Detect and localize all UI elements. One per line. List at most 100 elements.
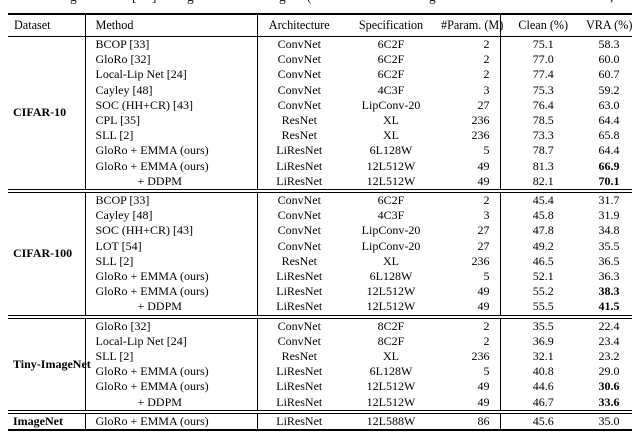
cell-params: 2	[441, 36, 501, 53]
cell-dataset: CIFAR-100	[8, 191, 86, 317]
cell-clean: 46.7	[532, 394, 554, 409]
cell-architecture: ConvNet	[277, 97, 321, 112]
cell-architecture: LiResNet	[276, 158, 323, 173]
cell-specification: LipConv-20	[361, 238, 421, 253]
cell-architecture: ResNet	[281, 253, 317, 268]
cell-method: GloRo + EMMA (ours)	[85, 143, 258, 159]
cell-specification: XL	[383, 128, 399, 143]
cell-vra: 66.9	[598, 158, 620, 173]
cell-clean: 44.6	[532, 379, 554, 394]
cell-vra: 29.0	[598, 364, 620, 379]
cell-method: BCOP [33]	[85, 191, 258, 209]
table-row: CPL [35] ResNet XL 236 78.5 64.4	[8, 113, 632, 129]
cell-clean: 32.1	[532, 349, 554, 364]
table-row: GloRo + EMMA (ours) LiResNet 12L512W 49 81.3…	[8, 158, 632, 174]
cell-clean: 49.2	[532, 238, 554, 253]
table-row: GloRo + EMMA (ours) LiResNet 12L512W 49 44.6…	[8, 379, 632, 395]
cell-clean: 77.4	[532, 67, 554, 82]
caption-fragment-0: g	[70, 0, 77, 4]
cell-architecture: ResNet	[281, 128, 317, 143]
table-row: CIFAR-10 BCOP [33] ConvNet 6C2F 2 75.1 58.3	[8, 36, 632, 192]
cell-architecture: ResNet	[281, 349, 317, 364]
table-row: Tiny-ImageNet GloRo [32] ConvNet 8C2F 2 35.5 2…	[8, 316, 632, 412]
table-row: SLL [2] ResNet XL 236 73.3 65.8	[8, 128, 632, 144]
cell-method: CPL [35]	[85, 113, 258, 129]
table-row: + DDPM LiResNet 12L512W 49 82.1 70.1	[8, 173, 632, 192]
cell-params: 49	[441, 299, 501, 317]
cell-clean: 78.7	[532, 143, 554, 158]
cell-method: + DDPM	[85, 299, 258, 317]
cell-vra: 35.5	[598, 238, 620, 253]
cell-method: SOC (HH+CR) [43]	[85, 223, 258, 239]
cell-method: Cayley [48]	[85, 82, 258, 98]
cell-vra: 58.3	[598, 37, 620, 51]
cell-params: 2	[441, 52, 501, 68]
cell-params: 5	[441, 269, 501, 285]
cell-architecture: ConvNet	[277, 37, 321, 51]
table-row: + DDPM LiResNet 12L512W 49 46.7 33.6	[8, 394, 632, 412]
cell-vra: 23.4	[598, 333, 620, 348]
cell-params: 27	[441, 97, 501, 114]
cell-specification: 6C2F	[377, 67, 405, 82]
cell-method: GloRo + EMMA (ours)	[85, 284, 258, 300]
cell-clean: 76.4	[532, 97, 554, 112]
cell-specification: 12L512W	[366, 379, 416, 394]
table-row: ImageNet GloRo + EMMA (ours) LiResNet 12L58…	[8, 411, 632, 431]
cell-method: LOT [54]	[85, 238, 258, 254]
cell-params: 2	[441, 191, 501, 209]
cell-architecture: ConvNet	[277, 52, 321, 67]
cell-clean: 55.2	[532, 284, 554, 299]
cell-params: 5	[441, 143, 501, 159]
cell-clean: 36.9	[532, 333, 554, 348]
cell-specification: 6L128W	[369, 364, 413, 379]
cell-specification: XL	[383, 253, 399, 268]
cell-architecture: LiResNet	[276, 394, 323, 409]
cell-method: GloRo + EMMA (ours)	[85, 411, 258, 431]
cell-vra: 34.8	[598, 223, 620, 238]
cell-vra: 22.4	[598, 318, 620, 333]
table-row: GloRo [32] ConvNet 6C2F 2 77.0 60.0	[8, 52, 632, 68]
cell-clean: 45.4	[532, 193, 554, 208]
cell-method: + DDPM	[85, 173, 258, 192]
cell-specification: 6L128W	[369, 269, 413, 284]
col-header-method: Method	[85, 14, 258, 37]
cell-params: 49	[441, 284, 501, 300]
cell-method: BCOP [33]	[85, 36, 258, 53]
cropped-caption: g [] g g (g,	[0, 0, 640, 9]
cell-vra: 35.0	[598, 413, 620, 428]
cell-params: 49	[441, 394, 501, 412]
cell-clean: 52.1	[532, 269, 554, 284]
cell-clean: 45.6	[532, 413, 554, 428]
cell-specification: 4C3F	[377, 208, 405, 223]
table-row: SLL [2] ResNet XL 236 32.1 23.2	[8, 349, 632, 365]
section-cifar-100: CIFAR-100 BCOP [33] ConvNet 6C2F 2 45.4 31.7 Ca…	[8, 191, 632, 317]
cell-vra: 23.2	[598, 349, 620, 364]
cell-vra: 41.5	[598, 299, 620, 314]
cell-method: Cayley [48]	[85, 208, 258, 224]
results-table: Dataset Method Architecture Specificatio…	[8, 13, 632, 432]
cell-specification: 6C2F	[377, 52, 405, 67]
cell-architecture: ConvNet	[277, 333, 321, 348]
table-row: SOC (HH+CR) [43] ConvNet LipConv-20 27 47.8 3…	[8, 223, 632, 239]
cell-clean: 75.3	[532, 82, 554, 97]
caption-fragment-5: (	[307, 0, 312, 4]
cell-specification: 12L512W	[366, 173, 416, 188]
cell-method: SLL [2]	[85, 128, 258, 144]
cell-vra: 31.9	[598, 208, 620, 223]
cell-params: 49	[441, 379, 501, 395]
table-row: GloRo + EMMA (ours) LiResNet 6L128W 5 78.7 64…	[8, 143, 632, 159]
cell-vra: 64.4	[598, 143, 620, 158]
table-header: Dataset Method Architecture Specificatio…	[8, 14, 632, 37]
cell-method: GloRo [32]	[85, 52, 258, 68]
cell-clean: 73.3	[532, 128, 554, 143]
cell-params: 3	[441, 82, 501, 98]
table-row: SOC (HH+CR) [43] ConvNet LipConv-20 27 76.4 6…	[8, 97, 632, 114]
cell-method: Local-Lip Net [24]	[85, 67, 258, 83]
cell-clean: 78.5	[532, 113, 554, 128]
table-row: + DDPM LiResNet 12L512W 49 55.5 41.5	[8, 299, 632, 317]
cell-clean: 55.5	[532, 299, 554, 314]
cell-params: 49	[441, 158, 501, 174]
cell-vra: 31.7	[598, 193, 620, 208]
cell-clean: 81.3	[532, 158, 554, 173]
cell-specification: LipConv-20	[361, 97, 421, 112]
